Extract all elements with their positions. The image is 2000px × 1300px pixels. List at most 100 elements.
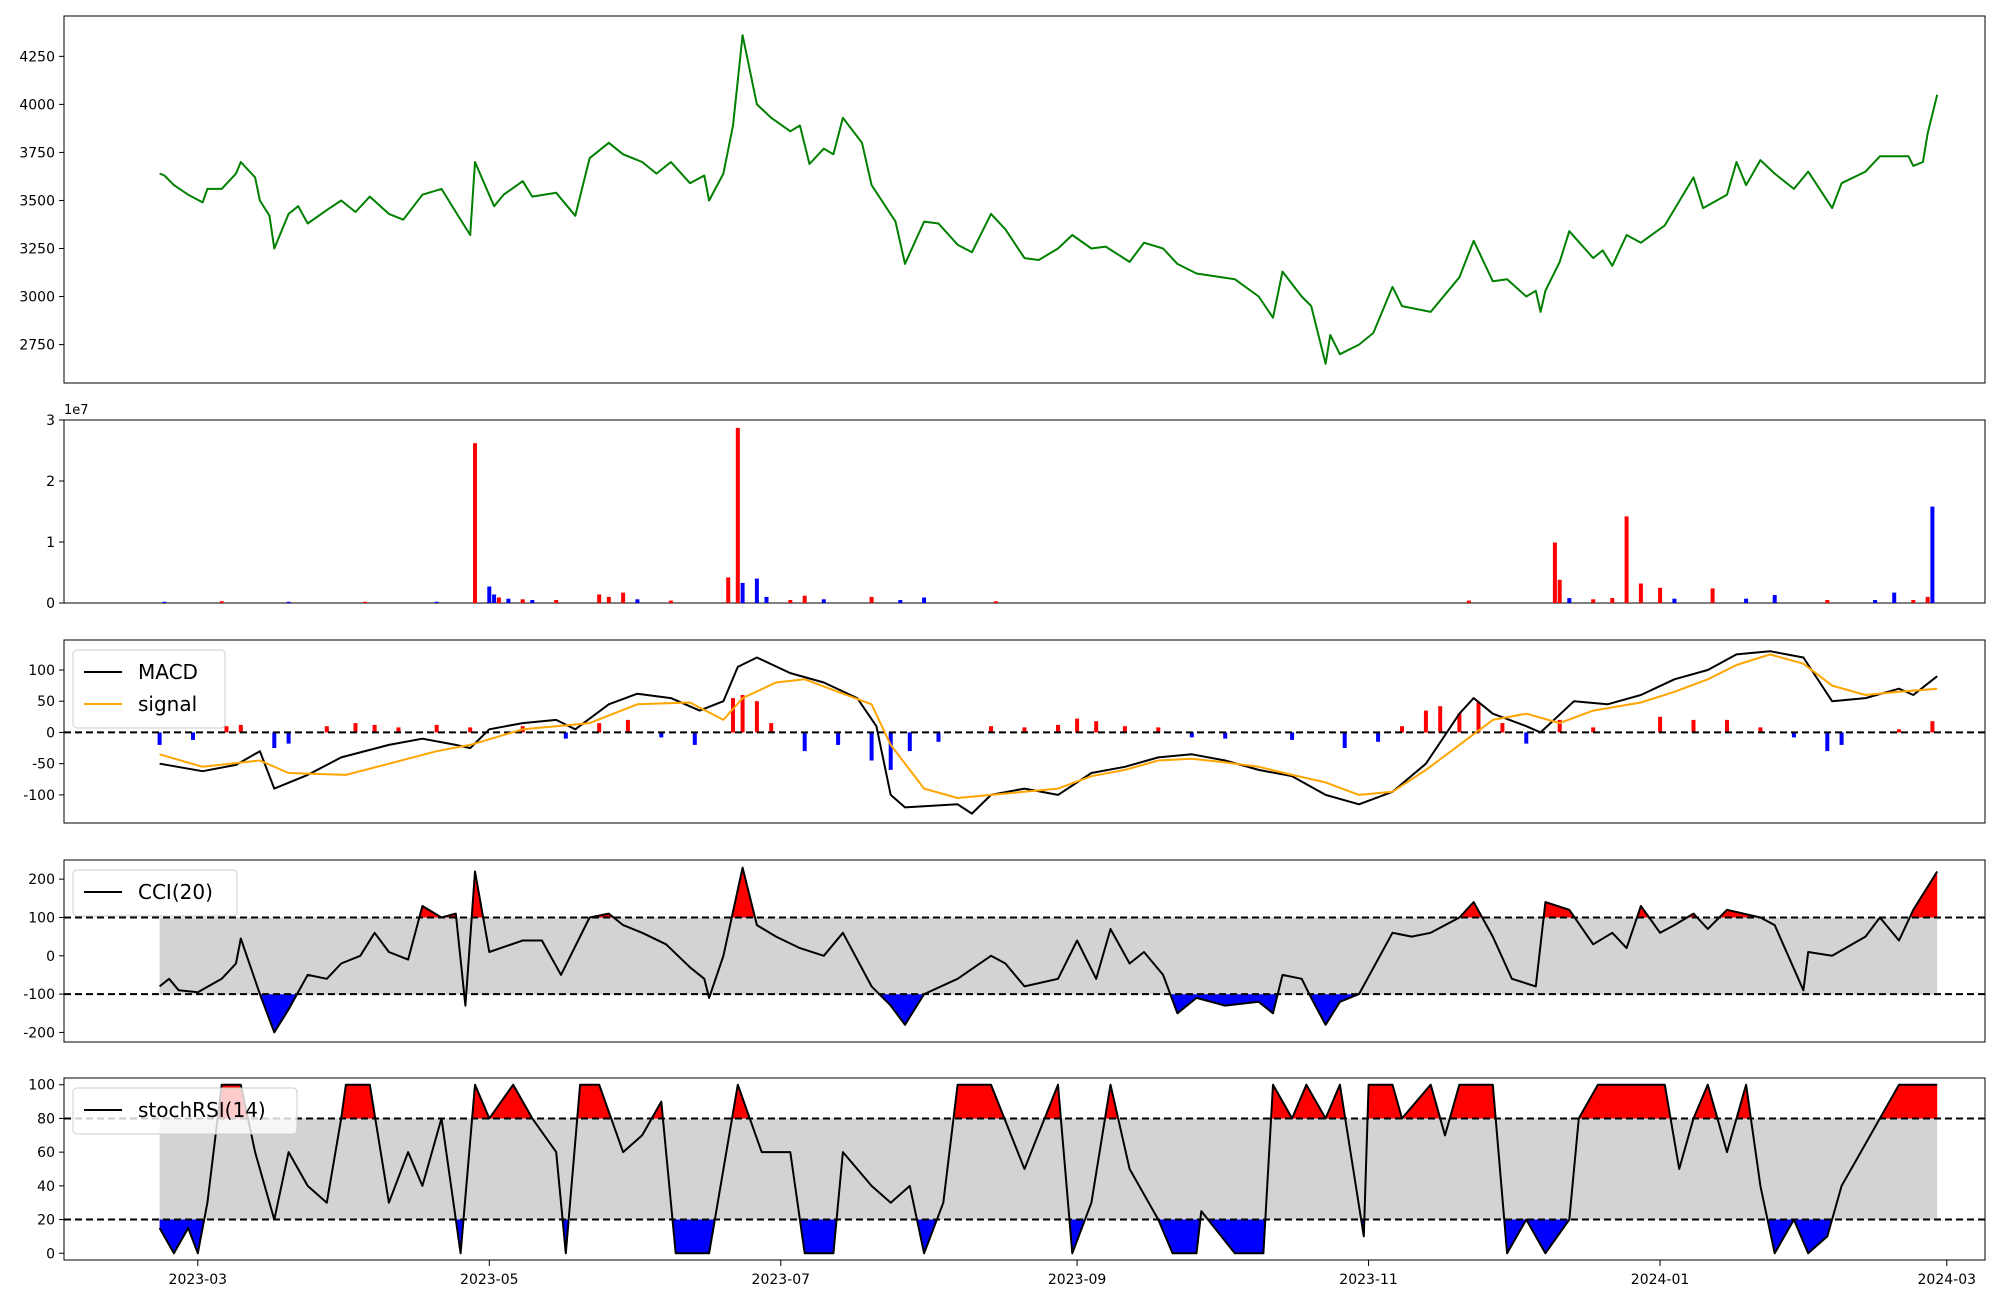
volume-bar xyxy=(496,597,501,603)
y-tick-label: 3500 xyxy=(19,193,55,209)
macd-histogram-bar xyxy=(1122,726,1127,733)
macd-histogram-bar xyxy=(1075,718,1080,733)
y-tick-label: 20 xyxy=(37,1213,55,1229)
macd-histogram-bar xyxy=(224,726,229,733)
macd-histogram-bar xyxy=(1223,732,1228,739)
macd-histogram-bar xyxy=(468,727,473,733)
stochrsi-band xyxy=(159,1118,1938,1220)
y-tick-label: 0 xyxy=(46,949,55,965)
volume-bar xyxy=(1552,542,1557,603)
legend-label: CCI(20) xyxy=(138,880,213,904)
macd-histogram-bar xyxy=(272,732,277,748)
y-tick-label: 100 xyxy=(28,1078,55,1094)
macd-histogram-bar xyxy=(157,732,162,745)
macd-histogram-bar xyxy=(769,723,774,733)
volume-bar xyxy=(1873,600,1878,603)
volume-bar xyxy=(363,601,368,603)
volume-bar xyxy=(1591,599,1596,603)
legend-box xyxy=(72,869,238,917)
macd-histogram-bar xyxy=(989,726,993,733)
macd-histogram-bar xyxy=(1056,724,1060,733)
stochrsi-line xyxy=(158,1083,1938,1255)
macd-histogram-bar xyxy=(731,698,735,733)
panel-frame-1 xyxy=(63,15,1986,384)
volume-bar xyxy=(993,601,998,603)
macd-histogram-bar xyxy=(1500,723,1505,733)
macd-histogram-bar xyxy=(1022,727,1027,733)
macd-histogram-bar xyxy=(1476,702,1481,733)
volume-bar xyxy=(802,595,807,603)
volume-bar xyxy=(621,592,626,603)
volume-bar xyxy=(1772,595,1777,603)
y-tick-label: 3000 xyxy=(19,290,55,306)
panel-frame-2 xyxy=(63,419,1986,604)
y-tick-label: 3750 xyxy=(19,145,55,161)
macd-histogram-bar xyxy=(1457,713,1462,733)
macd-histogram-bar xyxy=(372,724,377,733)
x-tick-label: 2024-01 xyxy=(1631,1272,1690,1288)
macd-histogram-bar xyxy=(1557,719,1562,733)
macd-histogram-bar xyxy=(659,732,664,738)
macd-histogram-bar xyxy=(802,732,807,752)
y-tick-label: 2 xyxy=(46,474,55,490)
volume-bar xyxy=(506,598,511,603)
volume-bar xyxy=(1638,583,1643,603)
volume-bar xyxy=(1658,587,1663,604)
volume-bar xyxy=(764,596,769,603)
y-tick-label: 3250 xyxy=(19,241,55,257)
volume-bar xyxy=(740,582,745,603)
x-tick-label: 2024-03 xyxy=(1918,1272,1977,1288)
macd-histogram-bar xyxy=(1658,716,1663,733)
macd-histogram-bar xyxy=(396,727,401,733)
macd-histogram-bar xyxy=(1423,710,1428,733)
macd-histogram-bar xyxy=(1725,719,1729,733)
macd-histogram-bar xyxy=(238,724,243,733)
volume-bar xyxy=(1892,592,1897,603)
y-tick-label: -100 xyxy=(23,987,55,1003)
x-tick-label: 2023-05 xyxy=(460,1272,519,1288)
y-tick-label: 4250 xyxy=(19,49,55,65)
y-tick-label: 50 xyxy=(37,694,55,710)
volume-bar xyxy=(1557,579,1562,603)
macd-histogram-bar xyxy=(1791,732,1796,738)
macd-histogram-bar xyxy=(1438,706,1443,733)
y-tick-label: -50 xyxy=(32,757,55,773)
macd-histogram-bar xyxy=(692,732,697,745)
volume-bar xyxy=(1930,506,1935,603)
volume-bar xyxy=(530,600,535,603)
y-tick-label: 40 xyxy=(37,1179,55,1195)
volume-bar xyxy=(219,601,224,603)
cci-band xyxy=(159,917,1938,995)
volume-bar xyxy=(1925,596,1930,603)
macd-histogram-bar xyxy=(1342,732,1347,748)
macd-histogram-bar xyxy=(1691,719,1696,733)
volume-bar xyxy=(788,600,793,603)
volume-bar xyxy=(1825,600,1830,603)
panel-frame-4 xyxy=(63,859,1986,1043)
volume-bar xyxy=(869,596,874,603)
macd-histogram-bar xyxy=(1189,732,1194,738)
volume-bar xyxy=(1744,598,1749,603)
x-tick-label: 2023-07 xyxy=(752,1272,811,1288)
y-tick-label: -100 xyxy=(23,788,55,804)
y-tick-label: 4000 xyxy=(19,97,55,113)
y-tick-label: 0 xyxy=(46,596,55,612)
macd-histogram-bar xyxy=(1839,732,1844,745)
volume-bar xyxy=(492,594,497,603)
macd-histogram-bar xyxy=(907,732,912,752)
volume-bar xyxy=(1624,516,1629,603)
macd-histogram-bar xyxy=(1758,727,1763,733)
macd-histogram-bar xyxy=(353,723,358,733)
macd-histogram-bar xyxy=(191,732,195,740)
volume-bar xyxy=(735,427,740,603)
macd-histogram-bar xyxy=(1400,726,1404,733)
y-tick-label: 3 xyxy=(46,413,55,429)
legend-label: stochRSI(14) xyxy=(138,1098,266,1122)
y-tick-label: 80 xyxy=(37,1111,55,1127)
signal-line xyxy=(159,653,1938,799)
volume-bar xyxy=(162,601,167,603)
panel-frame-5 xyxy=(63,1077,1986,1261)
y-tick-label: 100 xyxy=(28,663,55,679)
volume-bar xyxy=(487,586,492,603)
volume-bar xyxy=(1567,598,1572,603)
